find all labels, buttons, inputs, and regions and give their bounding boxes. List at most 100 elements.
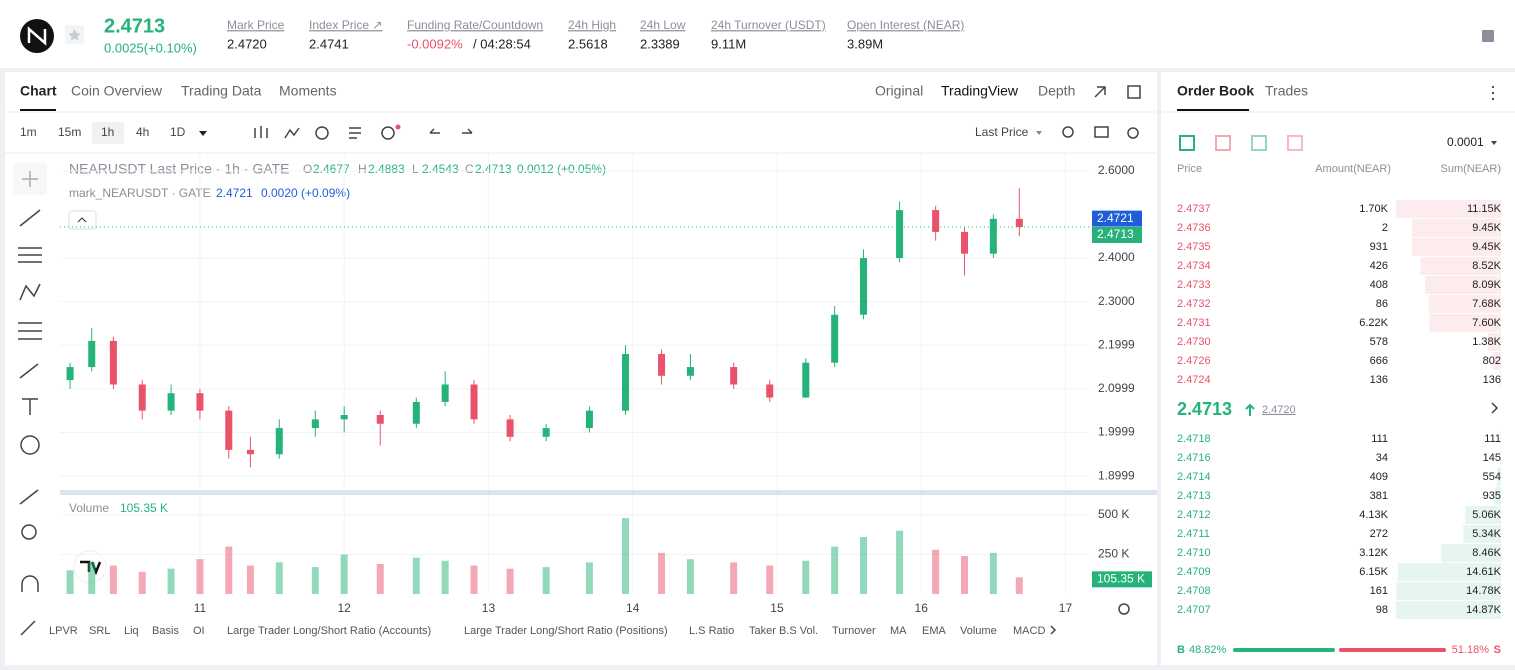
ob-sum: 11.15K: [1467, 203, 1502, 215]
ob-amount: 86: [1376, 298, 1388, 310]
interval[interactable]: 15m: [58, 125, 81, 139]
add-icon[interactable]: [381, 126, 395, 140]
price-type[interactable]: Last Price: [975, 125, 1029, 139]
ob-amount: 6.22K: [1359, 317, 1388, 329]
candle-body: [766, 384, 774, 398]
tab-underline: [1177, 109, 1249, 111]
indicator[interactable]: Large Trader Long/Short Ratio (Positions…: [464, 625, 668, 637]
settings-icon[interactable]: [1482, 30, 1494, 42]
active-tool-bg: [13, 163, 47, 195]
candle-body: [585, 410, 593, 429]
indicator[interactable]: Turnover: [832, 625, 876, 637]
x-tick-label: 14: [626, 601, 640, 615]
chart-tab[interactable]: Chart: [20, 83, 57, 99]
eraser-tool[interactable]: [20, 620, 36, 636]
mark-value: 2.4721: [216, 186, 253, 200]
ohlc-value: 2.4677: [313, 162, 350, 176]
mode-both[interactable]: [1179, 135, 1195, 151]
candle-body: [831, 314, 839, 363]
volume-bar: [311, 567, 319, 594]
volume-bar: [376, 563, 384, 594]
ob-tab[interactable]: Trades: [1265, 83, 1308, 99]
settings-icon[interactable]: [1127, 127, 1139, 139]
stat-value: -0.0092%: [407, 36, 463, 51]
chart-tab[interactable]: Coin Overview: [71, 83, 163, 99]
redo-icon[interactable]: [462, 128, 473, 134]
indicator-icon[interactable]: [284, 127, 300, 139]
axis-settings[interactable]: [1118, 603, 1130, 615]
ob-price: 2.4711: [1177, 528, 1210, 540]
template-icon[interactable]: [349, 127, 361, 139]
candle-body: [88, 340, 96, 368]
interval[interactable]: 4h: [136, 125, 149, 139]
indicator[interactable]: L.S Ratio: [689, 625, 734, 637]
interval[interactable]: 1D: [170, 125, 186, 139]
ob-sum: 935: [1483, 490, 1501, 502]
up-arrow: [1245, 403, 1255, 416]
search-icon[interactable]: [1062, 126, 1074, 138]
indicator[interactable]: Taker B.S Vol.: [749, 625, 818, 637]
stat-label: Mark Price: [227, 18, 285, 32]
ob-price: 2.4713: [1177, 490, 1211, 502]
dropdown-caret[interactable]: [1491, 141, 1497, 145]
indicator[interactable]: MACD: [1013, 625, 1045, 637]
ruler-tool[interactable]: [19, 489, 39, 505]
indicator[interactable]: OI: [193, 625, 205, 637]
chart-tab[interactable]: Moments: [279, 83, 337, 99]
indicator[interactable]: Basis: [152, 625, 179, 637]
ob-tab[interactable]: Order Book: [1177, 83, 1254, 99]
zoom-tool[interactable]: [21, 524, 37, 540]
y-tick-label: 2.6000: [1098, 163, 1135, 177]
camera-icon[interactable]: [1094, 126, 1109, 138]
ob-price: 2.4716: [1177, 452, 1211, 464]
indicator[interactable]: Liq: [124, 625, 139, 637]
pattern-tool[interactable]: [19, 283, 41, 301]
refresh-icon[interactable]: [315, 126, 329, 140]
indicator[interactable]: MA: [890, 625, 907, 637]
candle-type-icon[interactable]: [254, 126, 268, 138]
mode-other[interactable]: [1287, 135, 1303, 151]
expand-icon[interactable]: [1094, 86, 1106, 98]
chart-tab[interactable]: Trading Data: [181, 83, 262, 99]
projection-tool[interactable]: [18, 322, 42, 340]
indicator[interactable]: Large Trader Long/Short Ratio (Accounts): [227, 625, 431, 637]
ob-sum: 7.68K: [1472, 298, 1501, 310]
fib-tool[interactable]: [18, 247, 42, 263]
undo-icon[interactable]: [429, 128, 440, 134]
brush-tool[interactable]: [19, 363, 39, 379]
view-tab[interactable]: Depth: [1038, 83, 1075, 99]
text-tool[interactable]: [22, 398, 38, 415]
volume-bar: [275, 562, 283, 594]
volume-bar: [470, 565, 478, 594]
dropdown-caret[interactable]: [199, 131, 207, 136]
depth-bar: [1441, 544, 1501, 562]
collapse-button[interactable]: [68, 210, 97, 230]
line-tool[interactable]: [19, 209, 41, 227]
depth-bar: [1465, 506, 1501, 524]
interval[interactable]: 1h: [101, 125, 114, 139]
indicator[interactable]: Volume: [960, 625, 997, 637]
candle-body: [412, 401, 420, 424]
ob-sum: 14.61K: [1466, 566, 1502, 578]
magnet-tool[interactable]: [21, 575, 39, 592]
indicator[interactable]: SRL: [89, 625, 110, 637]
emoji-tool[interactable]: [20, 435, 40, 455]
interval[interactable]: 1m: [20, 125, 37, 139]
mode-bids[interactable]: [1251, 135, 1267, 151]
volume-bar: [989, 552, 997, 594]
precision[interactable]: 0.0001: [1447, 135, 1484, 149]
mode-asks[interactable]: [1215, 135, 1231, 151]
volume-badge-label: 105.35 K: [1097, 572, 1145, 586]
view-tab[interactable]: TradingView: [941, 83, 1019, 99]
window-icon[interactable]: [1127, 85, 1141, 99]
x-tick-label: 11: [194, 601, 207, 615]
ob-price: 2.4712: [1177, 509, 1211, 521]
dropdown-caret[interactable]: [1036, 131, 1042, 135]
ohlc-value: 2.4713: [475, 162, 512, 176]
chevron[interactable]: [1050, 625, 1057, 635]
ob-header: Sum(NEAR): [1440, 163, 1501, 175]
indicator[interactable]: EMA: [922, 625, 947, 637]
view-tab[interactable]: Original: [875, 83, 923, 99]
chevron[interactable]: [1491, 402, 1499, 414]
indicator[interactable]: LPVR: [49, 625, 78, 637]
